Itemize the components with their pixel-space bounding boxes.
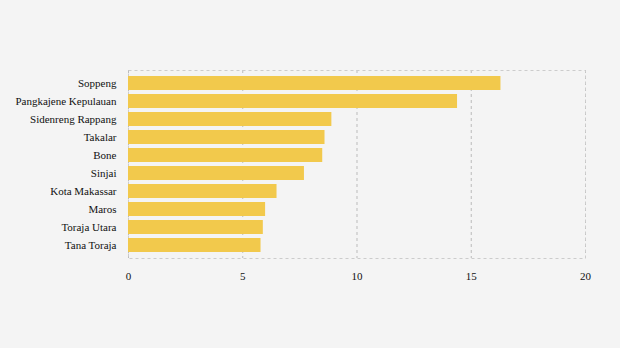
svg-text:Sinjai: Sinjai <box>91 167 117 179</box>
svg-text:Sidenreng Rappang: Sidenreng Rappang <box>30 113 117 125</box>
svg-text:Toraja Utara: Toraja Utara <box>61 221 116 233</box>
svg-text:Maros: Maros <box>88 203 116 215</box>
svg-text:Pangkajene Kepulauan: Pangkajene Kepulauan <box>15 95 117 107</box>
svg-text:Tana Toraja: Tana Toraja <box>65 239 117 251</box>
svg-text:Soppeng: Soppeng <box>78 77 117 89</box>
svg-text:Takalar: Takalar <box>84 131 117 143</box>
svg-text:5: 5 <box>240 270 246 282</box>
svg-text:15: 15 <box>466 270 478 282</box>
svg-text:Kota Makassar: Kota Makassar <box>50 185 117 197</box>
svg-text:0: 0 <box>126 270 132 282</box>
svg-text:10: 10 <box>352 270 364 282</box>
svg-text:20: 20 <box>580 270 592 282</box>
svg-text:Bone: Bone <box>93 149 116 161</box>
